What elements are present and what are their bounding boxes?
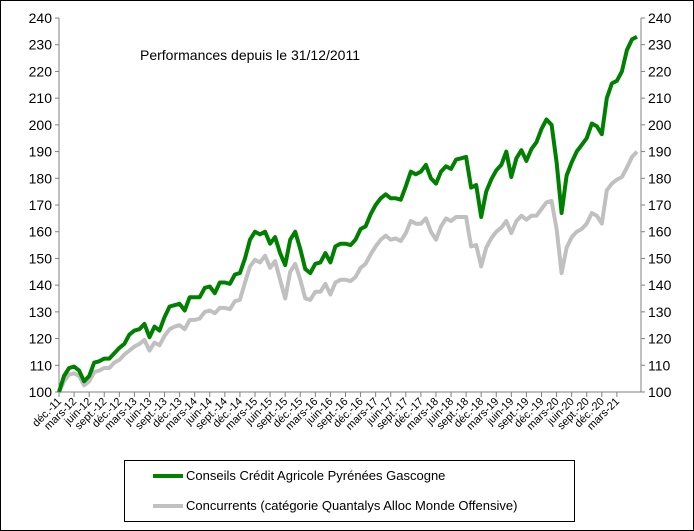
y-tick-label-left: 140 <box>29 277 53 293</box>
y-tick-label-right: 170 <box>648 197 672 213</box>
y-tick-label-left: 150 <box>29 250 53 266</box>
y-tick-label-left: 120 <box>29 331 53 347</box>
y-tick-label-left: 110 <box>30 357 53 373</box>
y-tick-label-left: 160 <box>29 224 53 240</box>
y-tick-label-left: 180 <box>29 170 53 186</box>
y-tick-label-right: 200 <box>648 117 672 133</box>
y-tick-label-right: 140 <box>648 277 672 293</box>
legend-label: Conseils Crédit Agricole Pyrénées Gascog… <box>186 468 446 483</box>
legend-item-conseils: Conseils Crédit Agricole Pyrénées Gascog… <box>153 468 445 483</box>
chart-title: Performances depuis le 31/12/2011 <box>140 47 360 63</box>
y-tick-label-right: 190 <box>648 144 672 160</box>
y-tick-label-right: 230 <box>648 37 672 53</box>
y-tick-label-left: 100 <box>29 384 53 400</box>
legend-label: Concurrents (catégorie Quantalys Alloc M… <box>186 498 518 513</box>
y-tick-label-left: 220 <box>29 63 53 79</box>
y-tick-label-left: 190 <box>29 144 53 160</box>
legend: Conseils Crédit Agricole Pyrénées Gascog… <box>124 460 575 522</box>
y-tick-label-right: 120 <box>648 331 672 347</box>
series-line-conseils <box>57 34 638 393</box>
y-tick-label-right: 210 <box>648 90 672 106</box>
y-tick-label-left: 210 <box>29 90 53 106</box>
y-tick-label-left: 200 <box>29 117 53 133</box>
y-tick-label-right: 150 <box>648 250 672 266</box>
legend-swatch-gray <box>153 503 183 508</box>
y-tick-label-left: 170 <box>29 197 53 213</box>
y-tick-label-left: 230 <box>29 37 53 53</box>
legend-swatch-green <box>153 473 183 478</box>
y-tick-label-right: 130 <box>648 304 672 320</box>
y-tick-label-left: 240 <box>29 10 53 26</box>
series-line-concurrents <box>57 150 639 393</box>
y-tick-label-right: 160 <box>648 224 672 240</box>
y-tick-label-right: 110 <box>648 357 671 373</box>
y-tick-label-left: 130 <box>29 304 53 320</box>
y-tick-label-right: 240 <box>648 10 672 26</box>
y-tick-label-right: 220 <box>648 63 672 79</box>
y-tick-label-right: 100 <box>648 384 672 400</box>
y-tick-label-right: 180 <box>648 170 672 186</box>
legend-item-concurrents: Concurrents (catégorie Quantalys Alloc M… <box>153 498 517 513</box>
